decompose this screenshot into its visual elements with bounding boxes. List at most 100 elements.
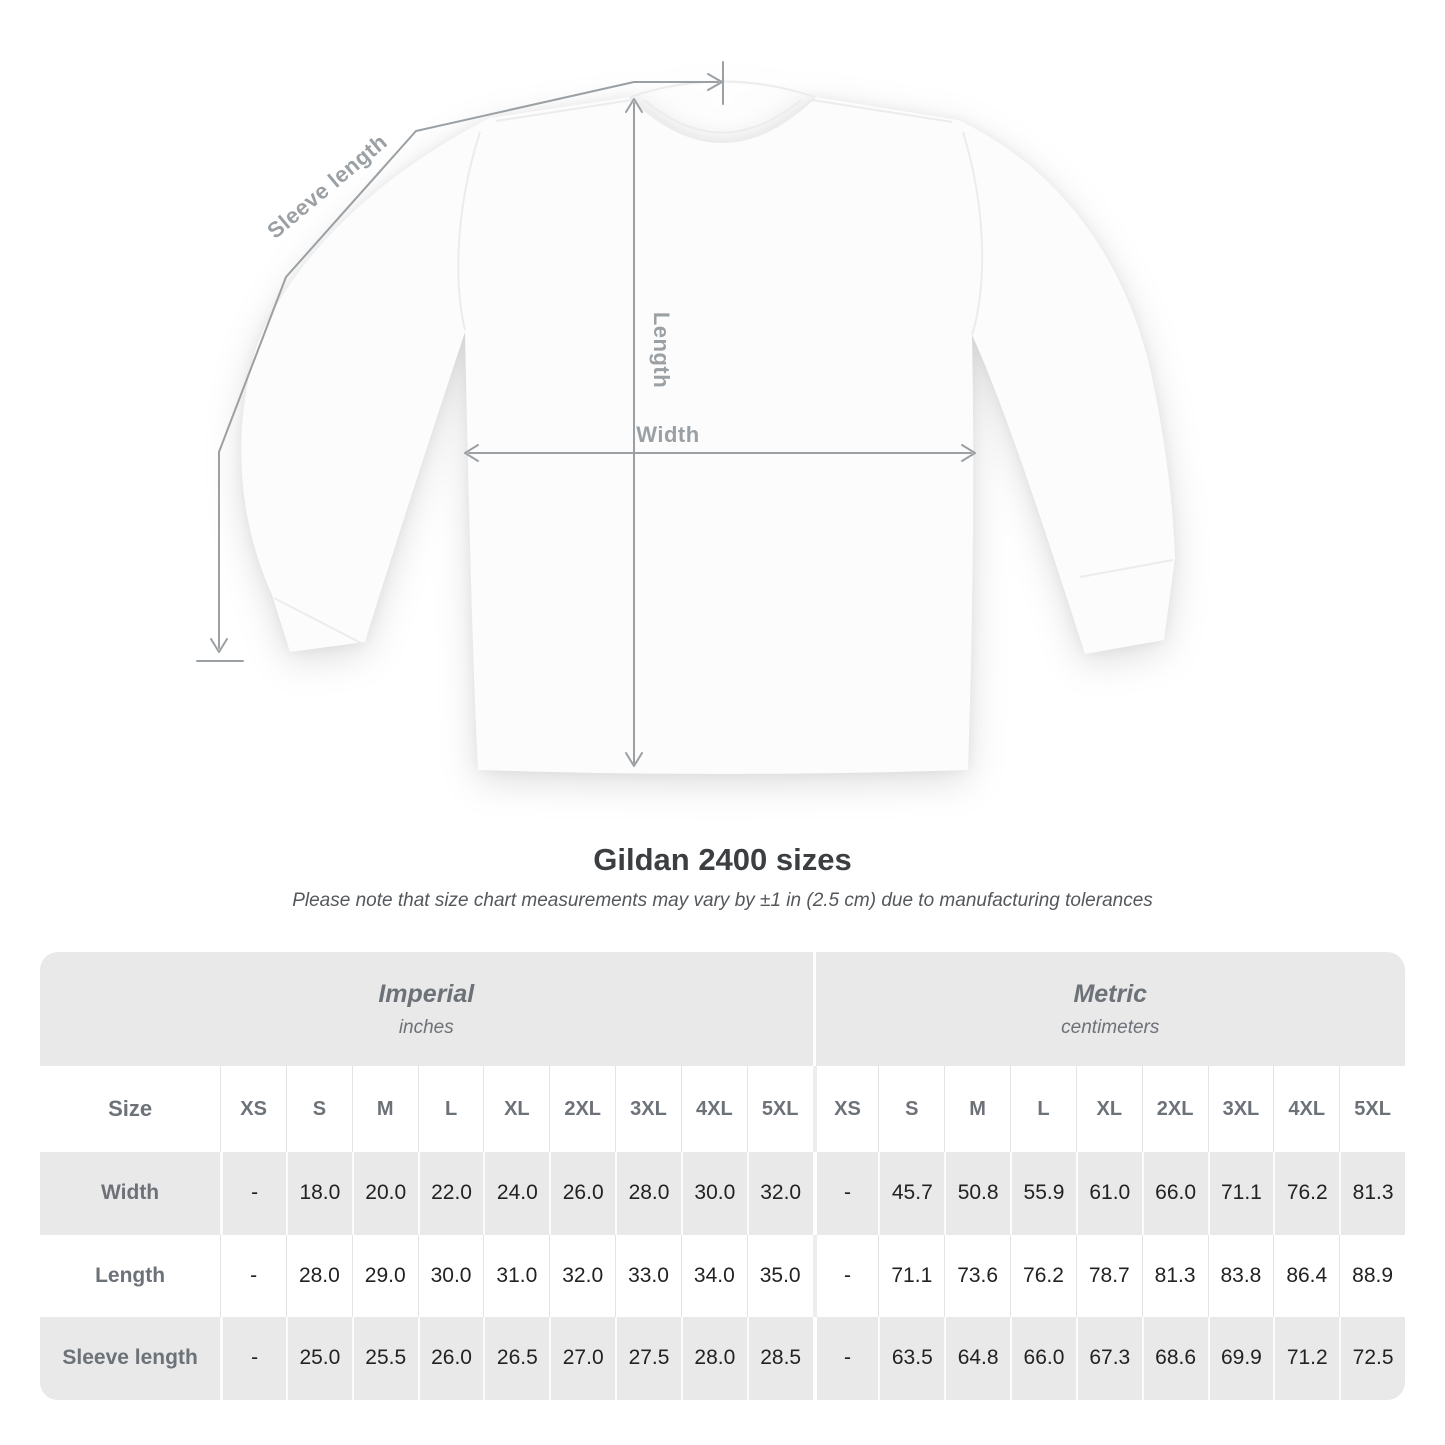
cell-length-imperial-s: 28.0 — [285, 1234, 352, 1318]
tolerance-note: Please note that size chart measurements… — [292, 890, 1153, 911]
row-label-width: Width — [101, 1181, 160, 1205]
col-header-metric-s: S — [878, 1066, 944, 1152]
measurement-rows: Width -18.0 20.0 22.0 24.0 26.0 28.0 30.0 32.0-4… — [40, 1152, 1405, 1400]
col-header-imperial-4xl: 4XL — [680, 1066, 747, 1152]
col-header-metric-l: L — [1010, 1066, 1076, 1152]
cell-width-imperial-4xl: 30.0 — [680, 1152, 747, 1235]
col-header-imperial-xs: XS — [220, 1066, 286, 1152]
col-header-metric-xs: XS — [812, 1066, 879, 1152]
metric-group-title: Metric — [1073, 979, 1148, 1008]
width-arrow-right-icon — [961, 444, 976, 462]
col-header-imperial-2xl: 2XL — [549, 1066, 615, 1152]
cell-length-imperial-2xl: 32.0 — [549, 1234, 615, 1318]
size-column-header: Size — [108, 1096, 153, 1121]
cell-sleeve-length-metric-m: 64.8 — [944, 1317, 1010, 1400]
cell-length-metric-xs: - — [812, 1234, 879, 1318]
cell-sleeve-length-metric-xl: 67.3 — [1075, 1317, 1142, 1400]
cell-width-metric-2xl: 66.0 — [1141, 1152, 1208, 1235]
cell-width-metric-4xl: 76.2 — [1273, 1152, 1339, 1235]
col-header-imperial-m: M — [351, 1066, 418, 1152]
length-arrow-down-icon — [625, 752, 643, 767]
col-header-imperial-xl: XL — [483, 1066, 549, 1152]
cell-width-imperial-xs: - — [220, 1152, 286, 1235]
metric-group-unit: centimeters — [1061, 1016, 1160, 1038]
col-header-metric-m: M — [944, 1066, 1010, 1152]
cell-width-imperial-l: 22.0 — [417, 1152, 484, 1235]
col-header-imperial-s: S — [285, 1066, 352, 1152]
cell-width-imperial-xl: 24.0 — [483, 1152, 549, 1235]
table-row-length: Length -28.0 29.0 30.0 31.0 32.0 33.0 34.0 35.0-… — [40, 1234, 1405, 1318]
cell-width-metric-5xl: 81.3 — [1339, 1152, 1405, 1235]
size-header-row: Size XS S M L XL 2XL 3XL 4XL 5XL XS S M L XL 2XL 3XL 4XL 5… — [40, 1066, 1405, 1152]
cell-length-imperial-4xl: 34.0 — [680, 1234, 747, 1318]
imperial-group-header: Imperial inches — [40, 952, 813, 1066]
cell-sleeve-length-metric-xs: - — [812, 1317, 879, 1400]
col-header-imperial-l: L — [417, 1066, 484, 1152]
sleeve-length-line — [218, 81, 719, 649]
cell-length-metric-xl: 78.7 — [1075, 1234, 1142, 1318]
width-arrow-left-icon — [464, 444, 479, 462]
shirt-illustration — [241, 80, 1176, 774]
cell-width-imperial-2xl: 26.0 — [549, 1152, 615, 1235]
cell-length-imperial-xs: - — [220, 1234, 286, 1318]
page-title: Gildan 2400 sizes — [593, 842, 852, 877]
unit-group-row: Imperial inches Metric centimeters — [40, 952, 1405, 1066]
shirt-diagram: Sleeve length Length Width — [196, 61, 1176, 774]
cell-length-metric-2xl: 81.3 — [1141, 1234, 1208, 1318]
cell-length-imperial-xl: 31.0 — [483, 1234, 549, 1318]
cell-width-metric-xs: - — [812, 1152, 879, 1235]
cell-length-metric-l: 76.2 — [1010, 1234, 1076, 1318]
cell-sleeve-length-imperial-l: 26.0 — [417, 1317, 484, 1400]
cell-width-metric-l: 55.9 — [1010, 1152, 1076, 1235]
col-header-metric-3xl: 3XL — [1207, 1066, 1274, 1152]
metric-group-header: Metric centimeters — [812, 952, 1405, 1066]
cell-sleeve-length-metric-4xl: 71.2 — [1273, 1317, 1339, 1400]
col-header-metric-2xl: 2XL — [1141, 1066, 1208, 1152]
cell-width-metric-xl: 61.0 — [1075, 1152, 1142, 1235]
cell-width-imperial-m: 20.0 — [351, 1152, 418, 1235]
cell-sleeve-length-metric-s: 63.5 — [878, 1317, 944, 1400]
imperial-group-unit: inches — [398, 1016, 454, 1038]
length-arrow-up-icon — [625, 98, 643, 113]
cell-width-imperial-3xl: 28.0 — [615, 1152, 681, 1235]
cell-width-metric-s: 45.7 — [878, 1152, 944, 1235]
cell-sleeve-length-metric-5xl: 72.5 — [1339, 1317, 1405, 1400]
cell-length-metric-5xl: 88.9 — [1339, 1234, 1405, 1318]
table-row-width: Width -18.0 20.0 22.0 24.0 26.0 28.0 30.0 32.0-4… — [40, 1152, 1405, 1235]
cell-sleeve-length-metric-l: 66.0 — [1010, 1317, 1076, 1400]
cell-sleeve-length-imperial-4xl: 28.0 — [680, 1317, 747, 1400]
col-header-metric-xl: XL — [1075, 1066, 1142, 1152]
cell-length-metric-s: 71.1 — [878, 1234, 944, 1318]
cell-width-metric-3xl: 71.1 — [1207, 1152, 1274, 1235]
size-table: Imperial inches Metric centimeters Size X… — [40, 952, 1405, 1400]
cell-sleeve-length-metric-3xl: 69.9 — [1207, 1317, 1274, 1400]
table-row-sleeve-length: Sleeve length -25.0 25.5 26.0 26.5 27.0 27.5 28… — [40, 1317, 1405, 1400]
cell-sleeve-length-imperial-3xl: 27.5 — [615, 1317, 681, 1400]
cell-sleeve-length-imperial-xl: 26.5 — [483, 1317, 549, 1400]
cell-sleeve-length-imperial-m: 25.5 — [351, 1317, 418, 1400]
col-header-metric-4xl: 4XL — [1273, 1066, 1339, 1152]
cell-length-imperial-m: 29.0 — [351, 1234, 418, 1318]
cell-sleeve-length-imperial-5xl: 28.5 — [746, 1317, 813, 1400]
sleeve-length-arrow-down-icon — [210, 638, 228, 653]
cell-length-imperial-l: 30.0 — [417, 1234, 484, 1318]
width-label: Width — [636, 422, 699, 447]
cell-length-metric-m: 73.6 — [944, 1234, 1010, 1318]
cell-length-metric-3xl: 83.8 — [1207, 1234, 1274, 1318]
cell-sleeve-length-imperial-2xl: 27.0 — [549, 1317, 615, 1400]
length-label: Length — [649, 312, 674, 388]
cell-width-imperial-5xl: 32.0 — [746, 1152, 813, 1235]
imperial-group-title: Imperial — [378, 979, 475, 1008]
cell-length-metric-4xl: 86.4 — [1273, 1234, 1339, 1318]
sleeve-length-arrow-right-icon — [707, 73, 723, 91]
cell-sleeve-length-imperial-xs: - — [220, 1317, 286, 1400]
row-label-length: Length — [95, 1263, 166, 1287]
cell-width-imperial-s: 18.0 — [285, 1152, 352, 1235]
cell-sleeve-length-imperial-s: 25.0 — [285, 1317, 352, 1400]
col-header-metric-5xl: 5XL — [1339, 1066, 1405, 1152]
col-header-imperial-5xl: 5XL — [746, 1066, 813, 1152]
cell-length-imperial-3xl: 33.0 — [615, 1234, 681, 1318]
col-header-imperial-3xl: 3XL — [615, 1066, 681, 1152]
row-label-sleeve-length: Sleeve length — [62, 1346, 198, 1370]
